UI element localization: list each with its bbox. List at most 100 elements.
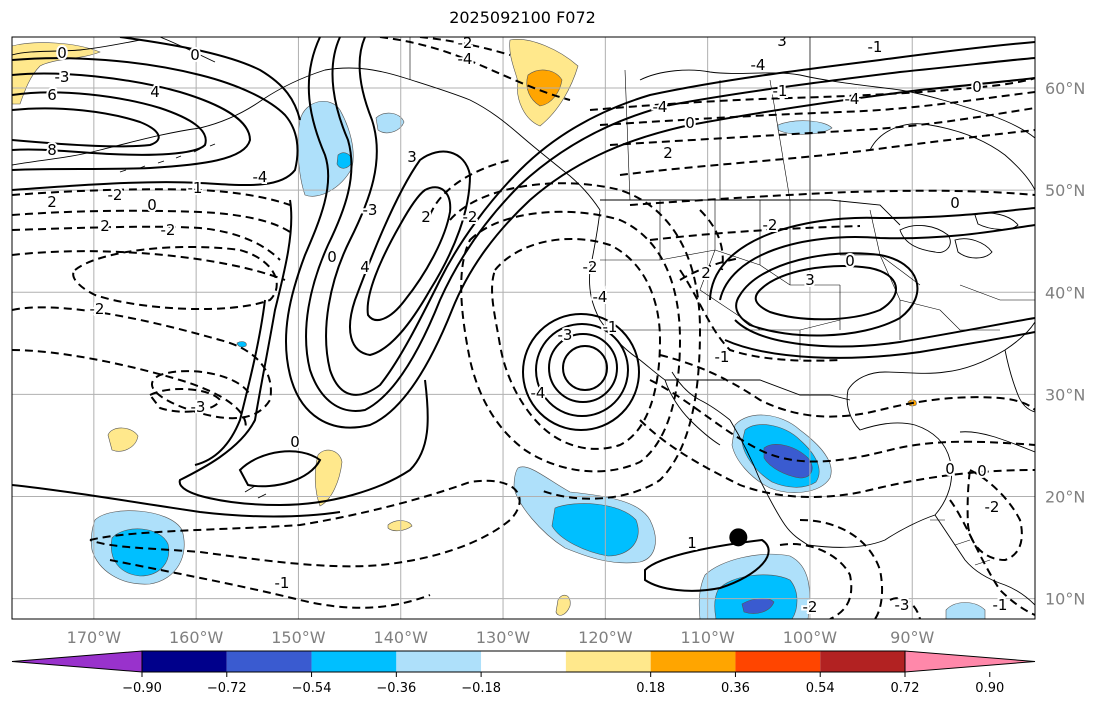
latitude-label: 50°N xyxy=(1045,181,1085,200)
contour-label: 0 xyxy=(845,252,855,270)
contour-label: -1 xyxy=(188,179,203,197)
contour-label: -3 xyxy=(55,68,70,86)
contour-line xyxy=(799,519,884,619)
contour-label: 0 xyxy=(950,194,960,212)
coastline xyxy=(807,321,1035,548)
contour-line xyxy=(619,129,1035,176)
contour-line xyxy=(12,209,291,233)
contour-label: 2 xyxy=(663,144,673,162)
contour-label: -3 xyxy=(363,201,378,219)
contour-line xyxy=(460,210,682,473)
contour-line xyxy=(379,37,571,101)
contour-label: -1 xyxy=(603,318,618,336)
coastline xyxy=(12,67,601,211)
coastline xyxy=(1004,349,1035,413)
mexico-border xyxy=(665,379,851,401)
contour-closed xyxy=(548,333,618,403)
contour-line xyxy=(724,331,1035,359)
contours-negative xyxy=(12,37,1035,619)
latitude-label: 30°N xyxy=(1045,385,1085,404)
contour-label: 0 xyxy=(147,196,157,214)
colorbar-tick-label: −0.72 xyxy=(207,681,247,696)
contour-line xyxy=(119,37,301,121)
contour-label: 4 xyxy=(360,258,370,276)
contour-line xyxy=(285,37,1035,429)
shaded-anomaly-fields xyxy=(12,39,986,619)
contour-label: -4 xyxy=(593,288,608,306)
coastline xyxy=(159,37,216,63)
map-background xyxy=(12,37,1035,619)
contour-line xyxy=(72,245,278,311)
contour-line xyxy=(419,37,511,56)
shade-positive xyxy=(387,520,413,532)
contour-label: -1 xyxy=(715,348,730,366)
colorbar-segment xyxy=(226,651,312,672)
colorbar-extend-high xyxy=(904,650,1036,673)
contour-line xyxy=(12,349,247,431)
longitude-label: 120°W xyxy=(578,628,633,647)
colorbar-segment xyxy=(820,651,905,672)
contour-line xyxy=(649,379,1035,463)
contour-line xyxy=(12,484,341,518)
colorbar-tick-label: −0.54 xyxy=(292,681,332,696)
contour-line xyxy=(644,538,770,592)
colorbar-extend-low xyxy=(11,650,143,673)
contour-line xyxy=(325,37,1035,396)
contour-label: -3 xyxy=(191,398,206,416)
latitude-label: 60°N xyxy=(1045,79,1085,98)
contour-label: -2 xyxy=(161,221,176,239)
contour-closed xyxy=(562,345,608,391)
contour-line xyxy=(12,250,286,281)
contour-label: 3 xyxy=(777,32,787,50)
coastline xyxy=(729,419,809,546)
contour-label: 0 xyxy=(945,460,955,478)
contour-label: -2 xyxy=(90,300,105,318)
longitude-label: 90°W xyxy=(890,628,934,647)
contour-line xyxy=(429,159,511,216)
contour-line xyxy=(966,469,1023,562)
contour-line xyxy=(734,317,1035,348)
contour-line xyxy=(12,188,291,206)
contour-label: 0 xyxy=(190,46,200,64)
contour-line xyxy=(12,225,281,261)
contour-label: -2 xyxy=(763,216,778,234)
map-title: 2025092100 F072 xyxy=(449,8,596,27)
latitude-label: 20°N xyxy=(1045,487,1085,506)
contour-label: -4 xyxy=(653,98,668,116)
contour-label: 0 xyxy=(290,433,300,451)
shade-positive xyxy=(555,594,571,616)
colorbar-segment xyxy=(565,651,651,672)
contour-label: 0 xyxy=(57,44,67,62)
colorbar-tick-label: −0.36 xyxy=(376,681,416,696)
contour-label: 2 xyxy=(100,217,110,235)
contour-label: 1 xyxy=(687,534,697,552)
shade-negative xyxy=(236,341,247,348)
coastline xyxy=(12,39,141,56)
contour-closed xyxy=(522,313,640,431)
longitude-label: 150°W xyxy=(271,628,326,647)
contour-label: 2 xyxy=(701,264,711,282)
central-america-borders xyxy=(930,519,991,566)
colorbar-segment xyxy=(735,651,821,672)
contour-label: -4 xyxy=(751,56,766,74)
contour-line xyxy=(709,207,1035,301)
colorbar-tick-label: 0.72 xyxy=(891,681,920,696)
contour-label: -2 xyxy=(985,498,1000,516)
contour-line xyxy=(589,77,1035,111)
contour-label: 2 xyxy=(47,193,57,211)
aleutian-islands xyxy=(119,143,216,173)
contour-line xyxy=(449,182,702,500)
contour-line xyxy=(178,199,429,507)
contour-label: -2 xyxy=(463,208,478,226)
contour-line xyxy=(649,225,861,241)
contour-label: -1 xyxy=(773,82,788,100)
colorbar-segment xyxy=(650,651,736,672)
contour-label: 8 xyxy=(47,141,57,159)
shade-negative xyxy=(375,112,405,134)
contour-line xyxy=(194,299,266,466)
contour-label: -1 xyxy=(275,574,290,592)
contour-line xyxy=(12,107,160,148)
contour-label: 6 xyxy=(47,86,57,104)
contour-line xyxy=(12,57,299,191)
